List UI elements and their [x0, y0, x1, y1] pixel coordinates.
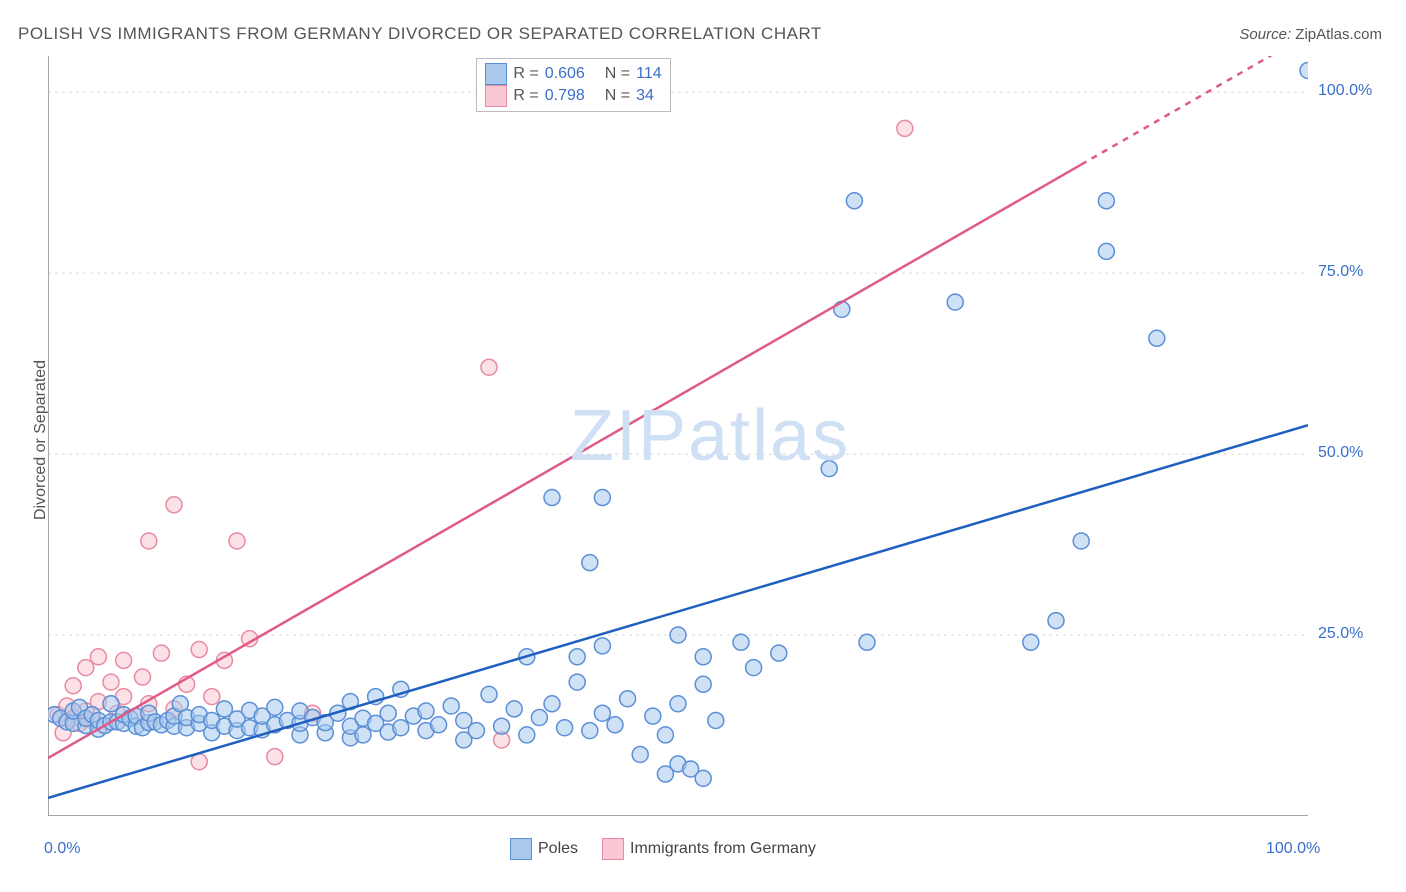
legend-n-label: N = [605, 65, 630, 83]
series-legend: Poles Immigrants from Germany [510, 838, 816, 860]
legend-row: R = 0.606 N = 114 [485, 63, 661, 85]
chart-title: POLISH VS IMMIGRANTS FROM GERMANY DIVORC… [18, 24, 822, 44]
legend-n-value: 114 [636, 65, 662, 83]
series-legend-label: Poles [538, 840, 578, 858]
legend-r-value: 0.798 [545, 87, 585, 105]
y-tick-label: 25.0% [1318, 625, 1363, 643]
plot-area [48, 56, 1308, 816]
y-tick-label: 50.0% [1318, 444, 1363, 462]
legend-swatch [602, 838, 624, 860]
legend-swatch [510, 838, 532, 860]
y-tick-label: 75.0% [1318, 263, 1363, 281]
legend-n-value: 34 [636, 87, 654, 105]
legend-n-label: N = [605, 87, 630, 105]
legend-r-label: R = [513, 87, 538, 105]
source-label: Source: [1239, 26, 1291, 43]
correlation-legend: R = 0.606 N = 114 R = 0.798 N = 34 [476, 58, 670, 112]
series-legend-item: Immigrants from Germany [602, 838, 816, 860]
source-value: ZipAtlas.com [1295, 26, 1382, 43]
y-tick-label: 100.0% [1318, 82, 1372, 100]
legend-r-value: 0.606 [545, 65, 585, 83]
series-legend-item: Poles [510, 838, 578, 860]
legend-swatch [485, 63, 507, 85]
series-legend-label: Immigrants from Germany [630, 840, 816, 858]
source-attribution: Source: ZipAtlas.com [1239, 26, 1382, 43]
x-tick-label: 100.0% [1266, 840, 1320, 858]
x-tick-label: 0.0% [44, 840, 80, 858]
scatter-plot-svg [48, 56, 1308, 816]
legend-swatch [485, 85, 507, 107]
legend-r-label: R = [513, 65, 538, 83]
legend-row: R = 0.798 N = 34 [485, 85, 661, 107]
